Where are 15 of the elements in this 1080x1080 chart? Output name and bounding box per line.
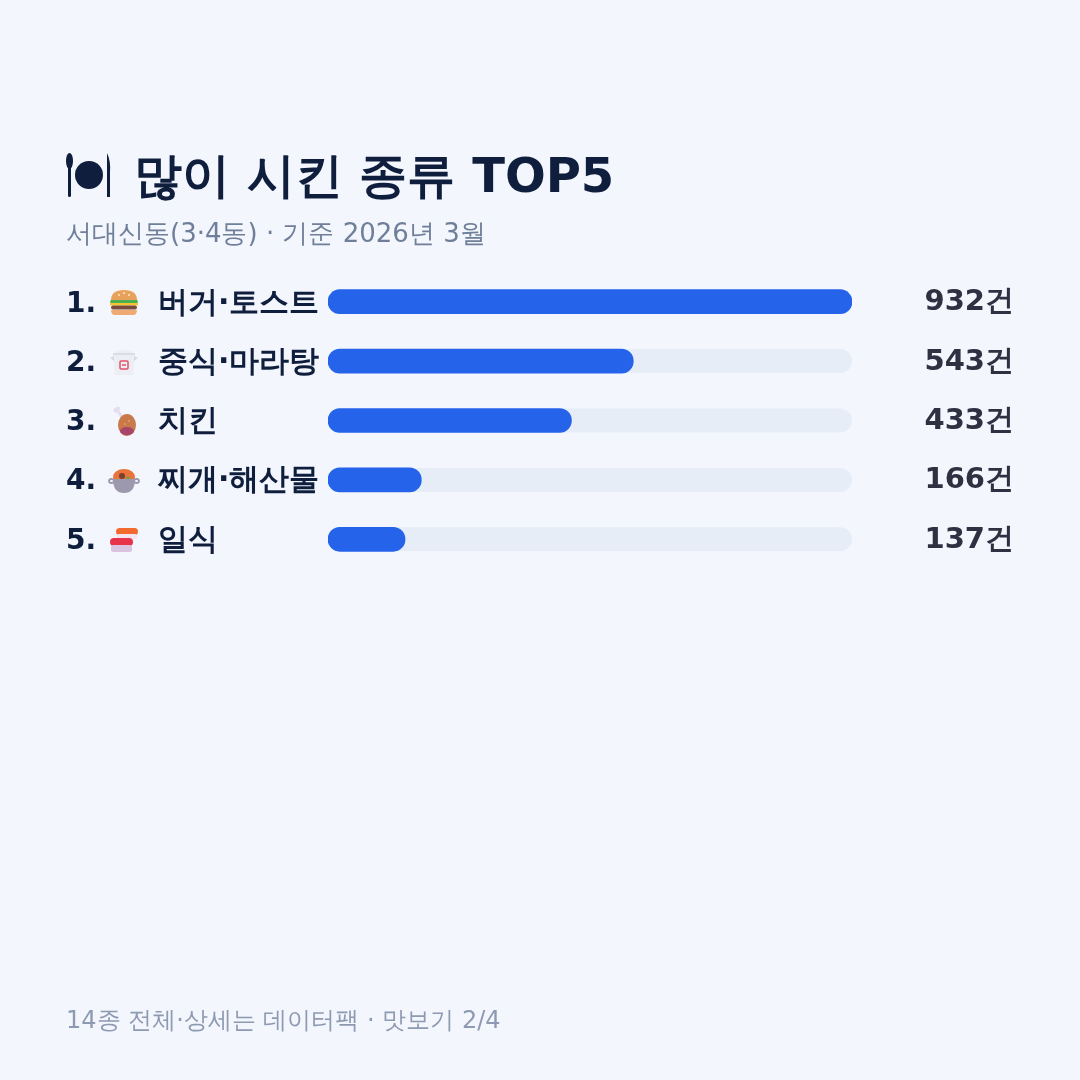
bar: [328, 526, 406, 552]
category-label: 1. 버거·토스트: [66, 283, 320, 319]
text: 14종 전체·상세는 데이터팩 · 맛보기 2/4: [66, 1005, 501, 1036]
data-label: 932건: [924, 283, 1014, 318]
chart-subtitle: 서대신동(3·4동) · 기준 2026년 3월: [66, 217, 486, 250]
data-label: 166건: [924, 461, 1014, 496]
category-label: 5. 일식: [66, 520, 218, 556]
category-label: 2. 중식·마라탕: [66, 342, 320, 378]
data-label: 137건: [924, 520, 1014, 555]
data-label: 433건: [924, 402, 1014, 437]
category-label: 4. 찌개·해산물: [66, 461, 320, 497]
data-label: 543건: [924, 342, 1014, 377]
chart-title: 많이 시킨 종류 TOP5: [134, 146, 615, 205]
category-label: 3. 치킨: [66, 402, 218, 437]
bar: [328, 467, 422, 493]
